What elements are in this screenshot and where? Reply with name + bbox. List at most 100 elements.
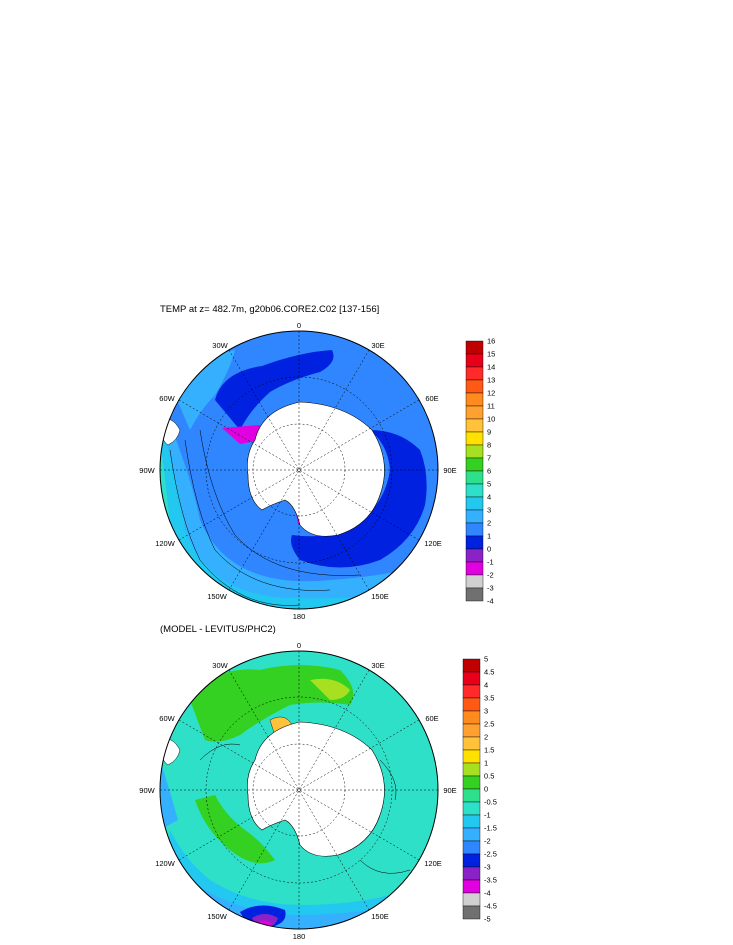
antarctica-land: [247, 401, 385, 537]
colorbar-swatch: [465, 418, 484, 433]
colorbar-swatch: [462, 697, 481, 712]
colorbar-level-label: 3: [487, 506, 491, 515]
colorbar-swatch: [465, 340, 484, 355]
colorbar-level-label: 3.5: [484, 694, 494, 703]
colorbar-swatch: [465, 431, 484, 446]
colorbar-swatch: [462, 762, 481, 777]
colorbar-swatch: [465, 561, 484, 576]
lon-label: 30W: [212, 341, 228, 350]
temp-band-0-1-north: [215, 350, 334, 430]
colorbar-swatch: [462, 814, 481, 829]
map-temp: 0 30E 60E 90E 120E 150E 180 150W 120W 90…: [139, 321, 456, 621]
lon-label: 60W: [159, 714, 175, 723]
colorbar-level-label: 4.5: [484, 668, 494, 677]
lon-label: 150W: [207, 592, 228, 601]
lon-label: 180: [293, 932, 306, 941]
colorbar-level-label: 9: [487, 428, 491, 437]
lon-label: 120E: [424, 859, 442, 868]
colorbar-swatch: [462, 775, 481, 790]
lon-label: 90E: [443, 786, 456, 795]
map-diff: 0 30E 60E 90E 120E 150E 180 150W 120W 90…: [139, 641, 456, 941]
temp-contour: [184, 439, 331, 591]
diff-graticule: [160, 651, 438, 929]
colorbar-swatch: [465, 457, 484, 472]
temp-patch-neg1: [222, 425, 262, 444]
temp-band-nw: [175, 350, 235, 430]
colorbar-swatch: [462, 684, 481, 699]
lon-label: 120E: [424, 539, 442, 548]
antarctica-land: [247, 721, 385, 857]
diff-band-green-n: [190, 665, 354, 742]
colorbar-swatch: [462, 853, 481, 868]
colorbar-swatch: [465, 353, 484, 368]
colorbar-diff: 5 4.5 4 3.5 3 2.5 2 1.5 1 0.5 0 -0.5 -1 -1.5 -2 -2.5 -3 -…: [462, 655, 497, 924]
colorbar-level-label: -3.5: [484, 876, 497, 885]
colorbar-swatch: [462, 658, 481, 673]
colorbar-swatch: [462, 840, 481, 855]
colorbar-level-label: 8: [487, 441, 491, 450]
colorbar-swatch: [465, 522, 484, 537]
colorbar-swatch: [465, 483, 484, 498]
colorbar-swatch: [462, 892, 481, 907]
lon-label: 60E: [425, 394, 438, 403]
colorbar-swatch: [462, 905, 481, 920]
colorbar-level-label: 5: [487, 480, 491, 489]
lon-label: 150E: [371, 912, 389, 921]
colorbar-swatch: [462, 866, 481, 881]
colorbar-level-label: -1.5: [484, 824, 497, 833]
lon-label: 30E: [371, 661, 384, 670]
lon-label: 90W: [139, 466, 155, 475]
diff-contour: [199, 743, 411, 874]
colorbar-swatch: [465, 379, 484, 394]
temp-map-border: [159, 330, 439, 610]
colorbar-level-label: 4: [484, 681, 488, 690]
temp-graticule: [160, 331, 438, 609]
panel-title-temp: TEMP at z= 482.7m, g20b06.CORE2.C02 [137…: [160, 304, 380, 315]
lon-label: 150W: [207, 912, 228, 921]
colorbar-swatch: [465, 535, 484, 550]
colorbar-level-label: 10: [487, 415, 495, 424]
colorbar-level-label: -3: [484, 863, 491, 872]
diff-band-lime: [310, 678, 350, 700]
colorbar-swatch: [462, 801, 481, 816]
lon-label: 60E: [425, 714, 438, 723]
colorbar-swatch: [465, 496, 484, 511]
colorbar-level-label: 7: [487, 454, 491, 463]
lon-label: 150E: [371, 592, 389, 601]
diff-band-west: [160, 760, 178, 830]
colorbar-level-label: -2.5: [484, 850, 497, 859]
temp-contour: [169, 449, 301, 606]
lon-label: 120W: [155, 859, 176, 868]
colorbar-level-label: -0.5: [484, 798, 497, 807]
lon-label: 120W: [155, 539, 176, 548]
lon-label: 0: [297, 321, 301, 330]
diff-band-green-sw: [195, 795, 275, 864]
colorbar-level-label: 2.5: [484, 720, 494, 729]
colorbar-level-label: 1: [487, 532, 491, 541]
colorbar-level-label: 2: [487, 519, 491, 528]
temp-contour: [199, 429, 361, 576]
colorbar-level-label: 14: [487, 363, 495, 372]
colorbar-swatch: [465, 392, 484, 407]
colorbar-swatch: [462, 879, 481, 894]
colorbar-level-label: -5: [484, 915, 491, 924]
colorbar-level-label: 0: [487, 545, 491, 554]
colorbar-swatch: [462, 710, 481, 725]
colorbar-swatch: [462, 723, 481, 738]
colorbar-swatch: [465, 366, 484, 381]
colorbar-swatch: [465, 444, 484, 459]
colorbar-level-label: -4: [484, 889, 491, 898]
colorbar-swatch: [465, 548, 484, 563]
colorbar-level-label: 1: [484, 759, 488, 768]
colorbar-swatch: [462, 736, 481, 751]
colorbar-level-label: -3: [487, 584, 494, 593]
colorbar-level-label: 5: [484, 655, 488, 664]
lon-label: 90E: [443, 466, 456, 475]
colorbar-level-label: 3: [484, 707, 488, 716]
colorbar-level-label: -4.5: [484, 902, 497, 911]
colorbar-swatch: [465, 405, 484, 420]
lon-label: 90W: [139, 786, 155, 795]
colorbar-level-label: 6: [487, 467, 491, 476]
